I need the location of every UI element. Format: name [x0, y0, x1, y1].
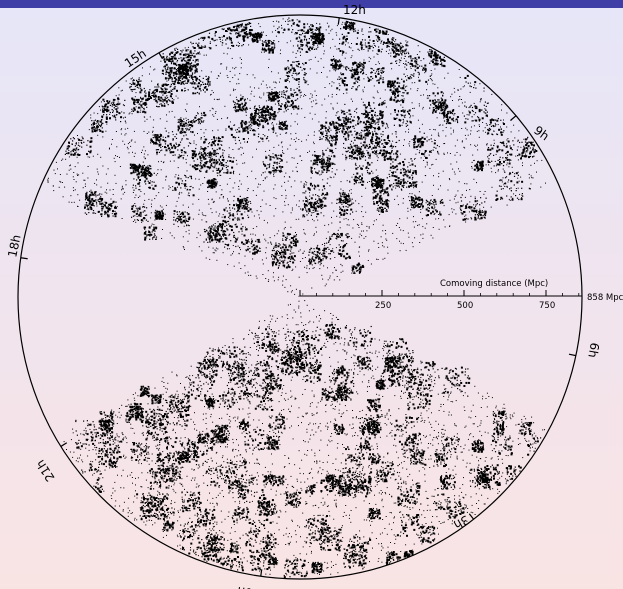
hour-label-18h: 18h — [5, 233, 23, 258]
hour-label-6h: 6h — [585, 341, 601, 358]
hour-ticks — [20, 17, 576, 577]
hour-tick — [20, 257, 28, 260]
hour-tick — [60, 442, 68, 447]
hour-label-15h: 15h — [122, 46, 149, 70]
hour-label-0h: 0h — [236, 584, 253, 589]
distance-tick-label-750: 750 — [539, 301, 555, 311]
survey-circle-outline — [17, 14, 583, 580]
hour-tick — [260, 569, 263, 577]
hour-tick — [568, 353, 576, 357]
hour-label-21h: 21h — [33, 457, 57, 484]
galaxy-points — [47, 17, 546, 579]
distance-tick-label-250: 250 — [375, 301, 391, 311]
hour-tick — [158, 52, 164, 60]
hour-tick — [468, 513, 475, 520]
distance-end-label: 858 Mpc — [587, 293, 623, 303]
distance-axis-minor-ticks — [299, 293, 580, 296]
distance-tick-label-500: 500 — [457, 301, 473, 311]
hour-tick — [510, 115, 517, 121]
hour-label-12h: 12h — [343, 3, 366, 17]
top-bar — [0, 0, 623, 8]
hour-label-3h: 3h — [451, 512, 471, 532]
hour-tick — [337, 17, 340, 25]
distance-axis-title: Comoving distance (Mpc) — [440, 279, 548, 289]
